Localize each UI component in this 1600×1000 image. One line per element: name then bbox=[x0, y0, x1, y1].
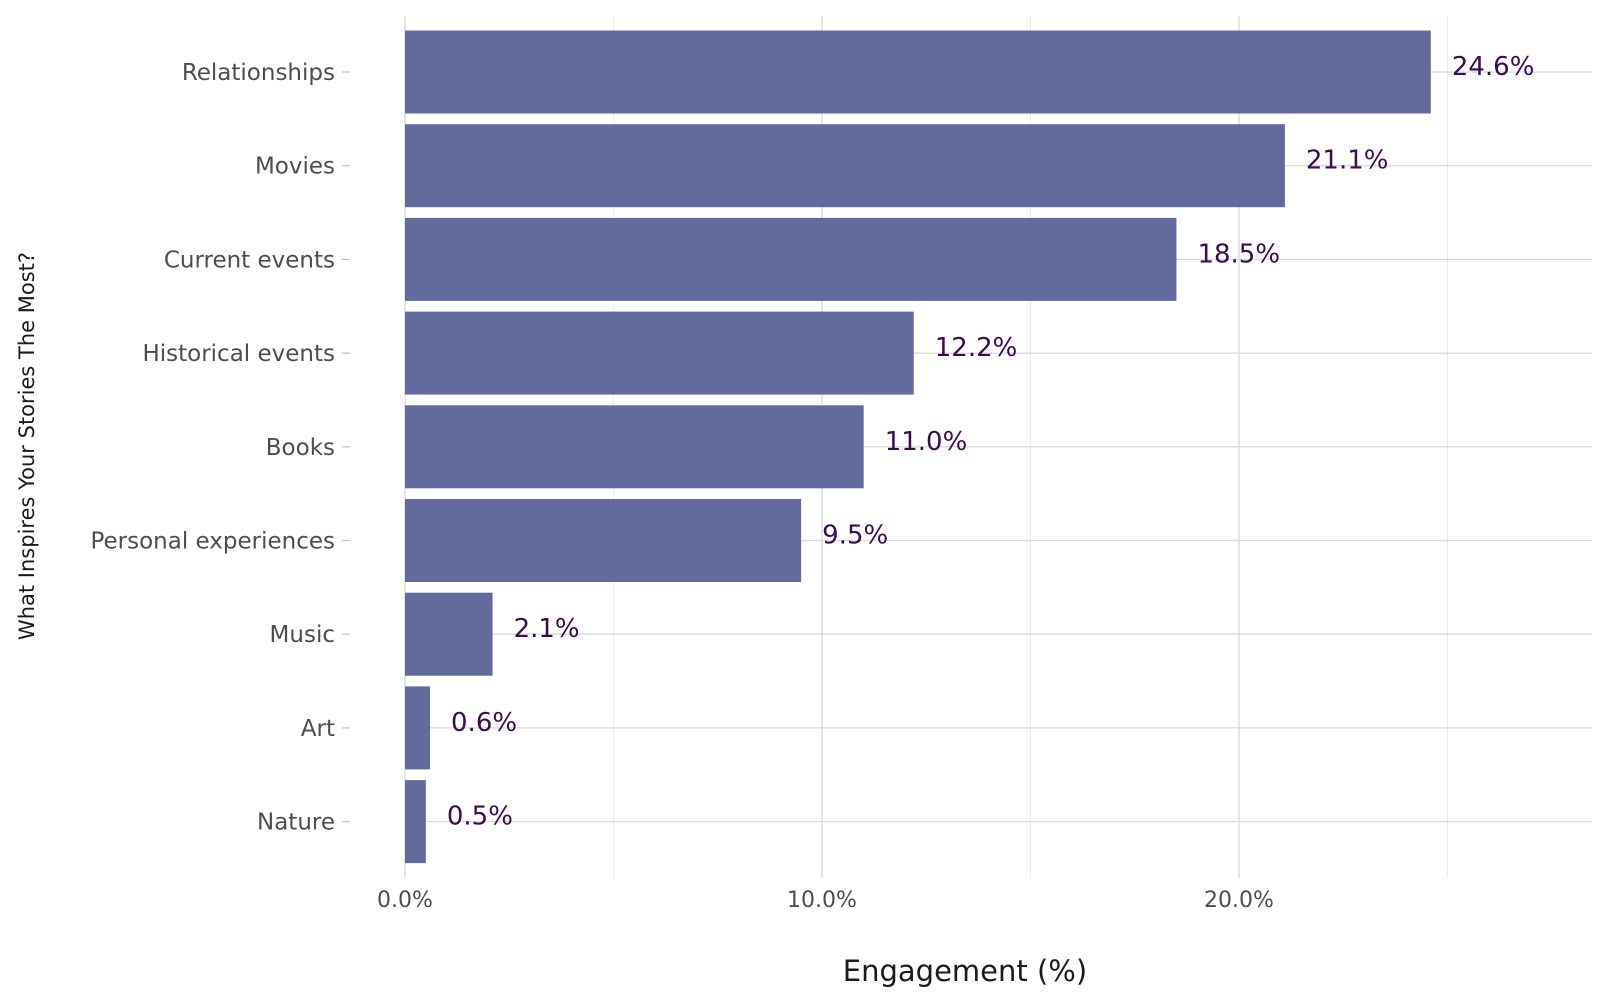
data-label: 0.6% bbox=[451, 708, 517, 738]
bar bbox=[405, 780, 426, 864]
bar bbox=[405, 217, 1177, 301]
bar bbox=[405, 499, 802, 582]
bars-layer bbox=[405, 30, 1431, 864]
data-label: 2.1% bbox=[514, 614, 580, 644]
category-label: Current events bbox=[164, 247, 335, 273]
category-label: Historical events bbox=[142, 341, 335, 367]
data-label: 24.6% bbox=[1452, 52, 1535, 82]
category-label: Personal experiences bbox=[90, 529, 335, 555]
category-label: Relationships bbox=[182, 60, 335, 86]
category-label: Art bbox=[301, 716, 335, 742]
x-tick-label: 0.0% bbox=[377, 888, 433, 913]
category-label: Movies bbox=[255, 154, 335, 180]
x-axis-title: Engagement (%) bbox=[843, 954, 1087, 988]
bar bbox=[405, 311, 914, 395]
bar bbox=[405, 30, 1431, 114]
category-label: Music bbox=[270, 622, 335, 648]
data-label: 0.5% bbox=[447, 802, 513, 832]
y-axis-title: What Inspires Your Stories The Most? bbox=[15, 252, 39, 640]
data-label: 18.5% bbox=[1197, 239, 1280, 269]
data-label: 21.1% bbox=[1306, 146, 1389, 176]
bar bbox=[405, 405, 864, 489]
data-label: 11.0% bbox=[885, 427, 968, 457]
category-label: Nature bbox=[257, 810, 335, 836]
bar bbox=[405, 124, 1285, 208]
category-label: Books bbox=[266, 435, 335, 461]
x-tick-label: 10.0% bbox=[787, 888, 857, 913]
bar bbox=[405, 592, 493, 676]
bar bbox=[405, 686, 431, 770]
labels-layer: 0.0% 10.0% 20.0% Relationships 24.6% Movies 21… bbox=[90, 52, 1534, 913]
data-label: 9.5% bbox=[822, 521, 888, 551]
x-tick-label: 20.0% bbox=[1204, 888, 1274, 913]
data-label: 12.2% bbox=[935, 333, 1018, 363]
